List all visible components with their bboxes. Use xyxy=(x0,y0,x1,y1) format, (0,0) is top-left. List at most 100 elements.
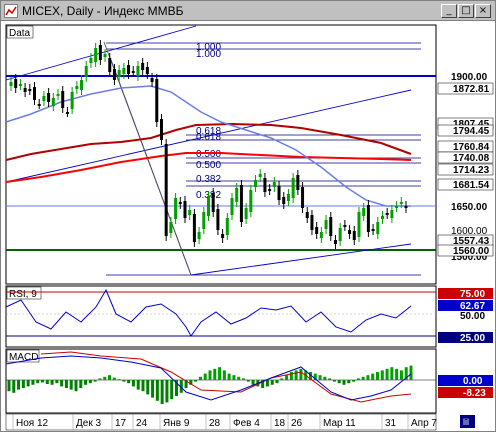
candle-body xyxy=(169,222,173,233)
candle-body xyxy=(207,196,210,216)
macd-bar xyxy=(222,370,226,380)
candle-body xyxy=(258,174,262,177)
fibonacci-levels[interactable] xyxy=(106,42,421,276)
candle-body xyxy=(202,212,206,229)
price-badge xyxy=(437,124,494,137)
macd-bar xyxy=(141,380,145,392)
candle-body xyxy=(89,58,93,63)
candle-body xyxy=(112,69,116,80)
macd-bar xyxy=(409,365,413,380)
date-label: Фев 4 xyxy=(233,418,260,429)
date-label: 17 xyxy=(115,418,127,429)
chart-settings-icon[interactable] xyxy=(460,415,475,428)
candle-body xyxy=(164,144,168,236)
candle-body xyxy=(103,54,107,57)
macd-bar xyxy=(318,375,322,380)
candle-body xyxy=(28,89,32,91)
rsi-line xyxy=(5,288,412,337)
macd-bar xyxy=(356,378,360,380)
price-badge-text: 1557.43 xyxy=(453,236,490,247)
macd-bar xyxy=(112,377,116,380)
macd-bar xyxy=(332,380,336,382)
macd-bar xyxy=(270,380,274,385)
candle-body xyxy=(338,228,342,241)
macd-bar xyxy=(21,380,25,388)
price-panel[interactable] xyxy=(5,24,437,285)
minimize-button[interactable]: _ xyxy=(441,4,457,18)
candle-body xyxy=(108,58,112,72)
candle-body xyxy=(131,71,135,73)
macd-bar xyxy=(64,380,68,388)
macd-signal-line xyxy=(40,351,412,403)
candle-body xyxy=(263,178,267,192)
candle-body xyxy=(159,119,163,140)
candle-body xyxy=(324,220,328,229)
chart-area[interactable]: Data RSI, 9 MACD 1.000 1.000 0.618 0.618… xyxy=(1,22,495,432)
macd-bar xyxy=(84,380,88,385)
macd-bar xyxy=(98,378,102,380)
macd-axis: 0.00 -8.23 xyxy=(438,375,493,399)
price-tick: 1500.00 xyxy=(451,252,488,263)
candle-body xyxy=(122,68,126,74)
macd-bar xyxy=(352,380,356,382)
macd-bar xyxy=(294,370,298,380)
date-labels: Ноя 12 Дек 3 17 24 Янв 9 28 Фев 4 18 26 Мар 11 31 А… xyxy=(12,414,437,430)
candle-body xyxy=(380,216,384,219)
macd-bar xyxy=(198,376,202,380)
close-button[interactable]: × xyxy=(475,4,491,18)
candle-body xyxy=(183,201,187,218)
macd-bar xyxy=(376,372,379,380)
macd-bar xyxy=(246,380,250,382)
candle-body xyxy=(296,175,300,190)
macd-bar xyxy=(50,380,54,385)
macd-bar xyxy=(208,370,212,380)
candle-body xyxy=(33,87,37,100)
candle-body xyxy=(192,214,196,242)
macd-bar xyxy=(55,380,59,384)
macd-bar xyxy=(170,380,174,400)
candlestick-series[interactable] xyxy=(9,40,408,249)
title-bar[interactable]: MICEX, Daily - Индекс ММВБ _ □ × xyxy=(1,1,495,21)
candle-body xyxy=(357,212,361,237)
ma-slow-line xyxy=(5,152,412,183)
candle-body xyxy=(305,212,309,218)
fib-label: 0.382 xyxy=(196,174,221,185)
rsi-tick-25: 25.00 xyxy=(460,333,485,344)
price-badge xyxy=(437,244,494,257)
candle-body xyxy=(348,230,352,234)
candle-body xyxy=(145,67,149,74)
macd-current-value: -8.23 xyxy=(463,388,486,399)
price-badge-text: 1560.00 xyxy=(453,246,490,257)
candle-body xyxy=(404,206,408,208)
macd-bar xyxy=(399,370,403,380)
macd-bar xyxy=(179,380,183,393)
macd-bar xyxy=(41,380,44,383)
maximize-button[interactable]: □ xyxy=(458,4,474,18)
macd-bar xyxy=(361,376,365,380)
date-label: Дек 3 xyxy=(76,418,101,429)
candle-body xyxy=(319,232,323,238)
macd-bar xyxy=(366,375,370,380)
macd-bar xyxy=(371,373,375,380)
price-badge-text: 1760.84 xyxy=(453,142,490,153)
macd-bar xyxy=(165,380,169,403)
date-label: Ноя 12 xyxy=(16,418,49,429)
candle-body xyxy=(286,194,290,201)
macd-panel-label: MACD xyxy=(9,352,38,363)
macd-bar xyxy=(175,380,178,396)
candle-body xyxy=(23,88,27,92)
date-label: 31 xyxy=(385,418,397,429)
date-label: 18 xyxy=(274,418,286,429)
macd-bar xyxy=(117,379,121,380)
macd-bar xyxy=(189,380,193,385)
candle-body xyxy=(329,217,333,236)
price-tick: 1650.00 xyxy=(451,202,488,213)
candle-body xyxy=(272,182,276,187)
ma-fast-line xyxy=(5,85,411,207)
price-badge-text: 1740.08 xyxy=(453,153,490,164)
macd-bar xyxy=(17,380,21,390)
candle-body xyxy=(333,240,337,244)
macd-bar xyxy=(218,367,222,380)
macd-panel[interactable] xyxy=(5,348,437,414)
date-label: 26 xyxy=(291,418,303,429)
